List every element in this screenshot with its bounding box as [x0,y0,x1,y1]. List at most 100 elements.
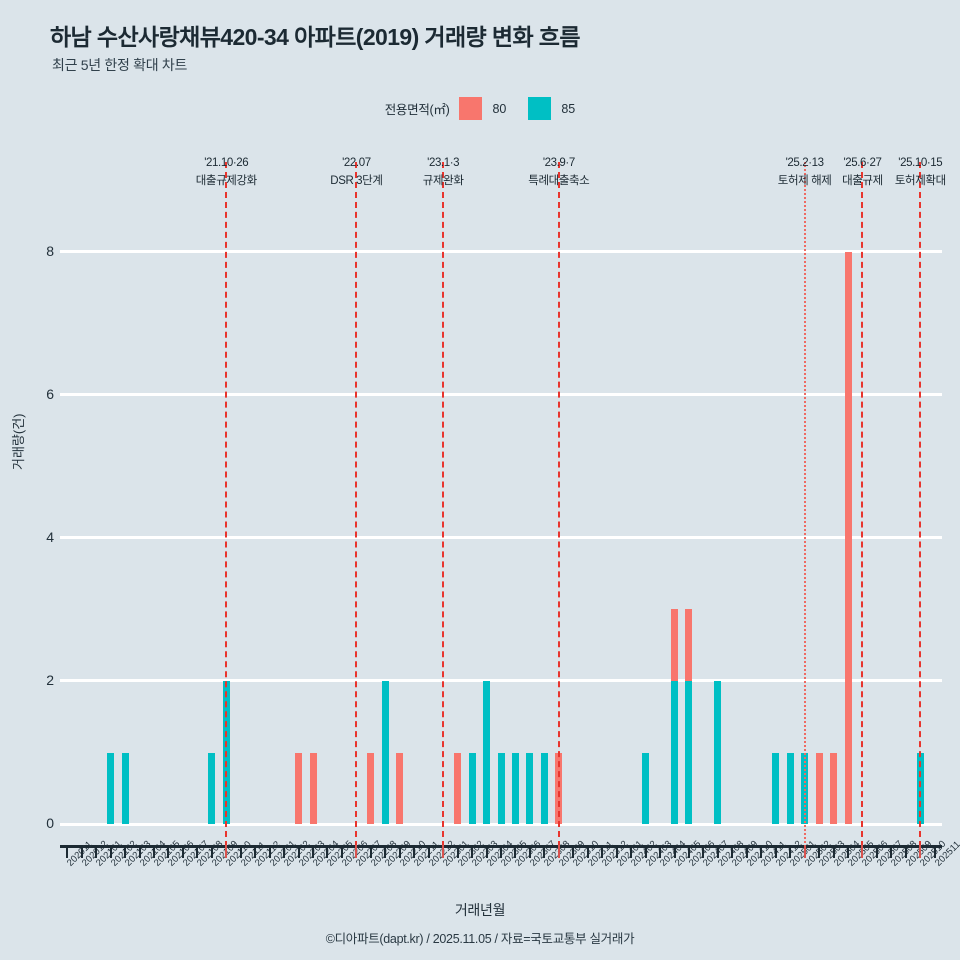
bar-202304-85[interactable] [483,680,491,824]
x-axis-tick [933,845,936,858]
event-annotation-202309: '23.9·7 특례대출축소 [528,157,589,188]
legend: 전용면적(㎡) 80 85 [0,97,960,120]
x-axis-tick [384,845,387,858]
event-date: '23.1·3 [427,157,460,169]
x-axis-tick [514,845,517,858]
x-axis-tick [340,845,343,858]
bar-202307-85[interactable] [526,752,534,824]
x-axis-tick [760,845,763,858]
event-line-202110 [225,162,228,847]
bar-202505-80[interactable] [844,251,852,824]
event-text: 특례대출축소 [528,175,590,187]
x-axis-tick [630,845,633,858]
x-axis-tick [500,845,502,858]
x-axis-tick [398,845,401,858]
bar-202209-85[interactable] [381,680,389,824]
event-date: '23.9·7 [542,157,575,169]
x-axis-tick [659,845,662,858]
bar-202405-80[interactable] [671,609,678,681]
x-axis-tick [427,845,430,858]
x-axis-title: 거래년월 [454,902,506,918]
y-axis-tick-label: 4 [46,528,54,545]
x-axis-tick [442,845,445,858]
x-axis-tick [818,845,821,858]
event-date: '25.6·27 [843,157,882,169]
chart-credit: ©디아파트(dapt.kr) / 2025.11.05 / 자료=국토교통부 실… [325,932,635,946]
event-text: 토허제확대 [894,175,946,187]
x-axis-tick [369,845,372,858]
x-axis-tick [572,845,575,858]
bar-202109-85[interactable] [208,752,216,824]
x-axis-tick [601,845,604,858]
bar-202102-85[interactable] [107,752,115,824]
chart-subtitle: 최근 5년 한정 확대 차트 [52,57,188,73]
event-annotation-202502: '25.2·13 토허제 해제 [778,157,832,188]
x-axis-tick [557,845,560,858]
x-axis-tick [109,845,112,858]
bar-202302-80[interactable] [454,752,462,824]
x-axis-tick [803,845,806,858]
x-axis-tick [673,845,676,858]
event-line-202301 [442,162,445,847]
x-axis-tick [225,845,228,858]
x-axis-tick [239,845,242,858]
bar-202208-80[interactable] [367,752,375,824]
bar-202405-85[interactable] [671,680,678,824]
bar-202503-80[interactable] [815,752,823,824]
bar-202408-85[interactable] [714,680,722,824]
x-axis-tick [745,845,748,858]
x-axis-tick [355,845,358,858]
legend-title: 전용면적(㎡) [384,103,450,117]
event-annotation-202510: '25.10·15 토허제확대 [895,157,946,188]
bar-202103-85[interactable] [121,752,129,824]
x-axis-tick [687,845,690,858]
bar-202210-80[interactable] [396,752,404,824]
bar-202403-85[interactable] [642,752,650,824]
bar-202303-85[interactable] [468,752,476,824]
event-text: DSR 3단계 [330,175,383,187]
x-axis-tick [283,845,286,858]
bar-202412-85[interactable] [772,752,780,824]
event-text: 대출규제 [842,175,883,187]
x-axis-tick [586,845,589,858]
x-axis-tick [167,845,170,858]
event-line-202309 [557,162,560,847]
x-axis-tick [80,845,83,858]
x-axis-tick [95,845,98,858]
y-axis-tick-label: 6 [46,385,54,402]
legend-label-80: 80 [492,101,507,116]
x-axis-tick [326,845,329,858]
bar-202204-80[interactable] [309,752,317,824]
x-axis-tick [485,845,488,858]
x-axis-tick [413,845,416,858]
x-axis-tick [196,845,199,858]
y-axis-tick-label: 2 [46,671,54,688]
x-axis-tick [919,845,922,858]
bar-202504-80[interactable] [830,752,838,824]
event-line-202502 [803,162,806,847]
bar-202203-80[interactable] [295,752,303,824]
x-axis-tick [716,845,719,858]
event-text: 토허제 해제 [777,175,832,187]
x-axis-tick [210,845,213,858]
legend-swatch-85 [528,97,552,120]
event-text: 대출규제강화 [195,175,257,187]
gridline [60,250,942,254]
x-axis-tick [254,845,257,858]
legend-label-85: 85 [561,101,576,116]
event-date: '21.10·26 [204,157,249,169]
bar-202501-85[interactable] [786,752,794,824]
x-axis-tick [702,845,705,858]
gridline [60,536,942,540]
bar-202305-85[interactable] [497,752,505,824]
gridline [60,393,942,397]
bar-202406-80[interactable] [685,609,693,681]
event-annotation-202207: '22.07 DSR 3단계 [330,157,383,188]
event-line-202207 [355,162,358,847]
bar-202406-85[interactable] [685,680,693,824]
x-axis-tick [615,845,618,858]
x-axis-tick [268,845,271,858]
x-axis-tick [832,845,835,858]
bar-202308-85[interactable] [540,752,548,824]
bar-202306-85[interactable] [511,752,519,824]
